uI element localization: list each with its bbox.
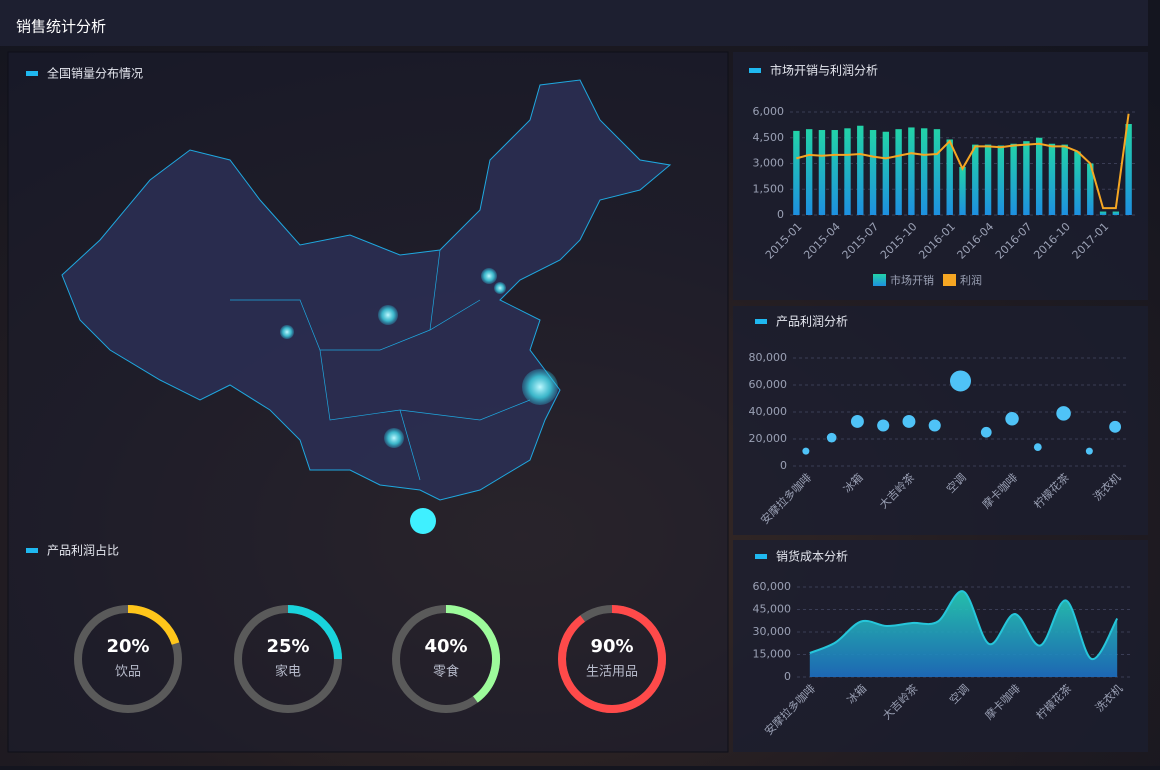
y-tick-label: 1,500 bbox=[753, 182, 785, 195]
bar bbox=[984, 144, 992, 215]
gauge-value: 40% bbox=[424, 636, 467, 657]
bar bbox=[959, 166, 966, 215]
y-tick-label: 6,000 bbox=[753, 105, 785, 118]
bar bbox=[857, 125, 864, 215]
y-tick-label: 15,000 bbox=[753, 648, 792, 661]
bar bbox=[972, 144, 979, 215]
bar bbox=[1074, 151, 1081, 215]
gauge-arc bbox=[558, 605, 666, 713]
bar bbox=[805, 129, 813, 215]
panel-title: 产品利润分析 bbox=[776, 315, 848, 329]
gauge-arc bbox=[127, 605, 180, 645]
bar bbox=[1010, 143, 1017, 215]
gauge-value: 90% bbox=[590, 636, 633, 657]
header-bar bbox=[0, 0, 1148, 46]
title-marker bbox=[755, 319, 767, 324]
scatter-point bbox=[1005, 412, 1019, 426]
china-map bbox=[61, 79, 672, 501]
y-tick-label: 40,000 bbox=[749, 405, 788, 418]
y-tick-label: 45,000 bbox=[753, 603, 792, 616]
gauge-value: 25% bbox=[266, 636, 309, 657]
bar bbox=[933, 129, 941, 215]
scatter-point bbox=[1056, 406, 1071, 421]
gauge-label: 生活用品 bbox=[586, 665, 638, 680]
bar bbox=[946, 139, 953, 215]
bar bbox=[1125, 124, 1132, 215]
title-marker bbox=[26, 548, 38, 553]
scatter-point bbox=[949, 370, 972, 392]
panel-title: 市场开销与利润分析 bbox=[770, 63, 878, 78]
title-marker bbox=[749, 68, 761, 73]
legend-swatch bbox=[943, 274, 956, 286]
bar bbox=[997, 145, 1005, 215]
title-marker bbox=[755, 554, 767, 559]
province-borders bbox=[230, 249, 531, 481]
bar bbox=[793, 130, 800, 215]
scatter-point bbox=[850, 414, 864, 428]
map-bubble bbox=[481, 268, 497, 284]
bar bbox=[844, 128, 851, 215]
gauge-label: 饮品 bbox=[115, 665, 141, 680]
bar bbox=[920, 128, 928, 215]
bar bbox=[869, 130, 877, 215]
y-tick-label: 3,000 bbox=[753, 157, 785, 170]
y-tick-label: 80,000 bbox=[749, 351, 788, 364]
gauge-value: 20% bbox=[106, 636, 149, 657]
bar bbox=[1035, 137, 1043, 215]
y-tick-label: 60,000 bbox=[753, 580, 792, 593]
line bbox=[809, 590, 1119, 660]
panel-title: 全国销量分布情况 bbox=[47, 66, 143, 81]
map-bubbles bbox=[280, 268, 558, 534]
scatter-point bbox=[1109, 420, 1122, 433]
title-marker bbox=[26, 71, 38, 76]
bar bbox=[818, 130, 826, 215]
scatter-point bbox=[928, 419, 941, 432]
gauge-arc bbox=[445, 605, 500, 703]
scatter-point bbox=[802, 447, 810, 455]
legend-label: 市场开销 bbox=[890, 273, 934, 287]
y-tick-label: 60,000 bbox=[749, 378, 788, 391]
bar bbox=[831, 130, 838, 215]
scatter-point bbox=[826, 432, 837, 443]
legend-label: 利润 bbox=[960, 273, 982, 287]
panel-title: 销货成本分析 bbox=[776, 549, 848, 564]
area bbox=[809, 591, 1118, 677]
map-bubble bbox=[280, 325, 294, 339]
bar bbox=[1061, 144, 1068, 215]
map-bubble bbox=[522, 369, 558, 405]
legend-swatch bbox=[873, 274, 886, 286]
map-bubble bbox=[410, 508, 436, 534]
map-bubble bbox=[378, 305, 398, 325]
bar bbox=[895, 129, 902, 215]
map-bubble bbox=[384, 428, 404, 448]
gauge-label: 零食 bbox=[433, 664, 459, 680]
y-tick-label: 30,000 bbox=[753, 625, 792, 638]
y-tick-label: 4,500 bbox=[753, 131, 785, 144]
bar bbox=[1087, 163, 1094, 215]
bar bbox=[908, 127, 915, 215]
scatter-point bbox=[1033, 443, 1042, 451]
line bbox=[796, 113, 1130, 210]
scatter-point bbox=[902, 414, 916, 428]
bar bbox=[1112, 211, 1120, 215]
bar bbox=[1099, 211, 1107, 215]
bar bbox=[1048, 143, 1056, 215]
y-tick-label: 20,000 bbox=[749, 432, 788, 445]
y-tick-label: 0 bbox=[780, 459, 787, 472]
bar bbox=[1023, 141, 1030, 215]
bar bbox=[882, 131, 890, 215]
page-title: 销售统计分析 bbox=[16, 18, 106, 36]
gauge-arc bbox=[287, 605, 342, 660]
y-tick-label: 0 bbox=[777, 208, 784, 221]
panel bbox=[733, 306, 1148, 535]
scatter-point bbox=[1085, 447, 1093, 455]
scatter-point bbox=[877, 419, 890, 432]
scatter-point bbox=[980, 426, 992, 438]
panel-title: 产品利润占比 bbox=[47, 543, 119, 558]
map-bubble bbox=[494, 282, 506, 294]
gauge-label: 家电 bbox=[275, 664, 301, 680]
y-tick-label: 0 bbox=[784, 670, 791, 683]
